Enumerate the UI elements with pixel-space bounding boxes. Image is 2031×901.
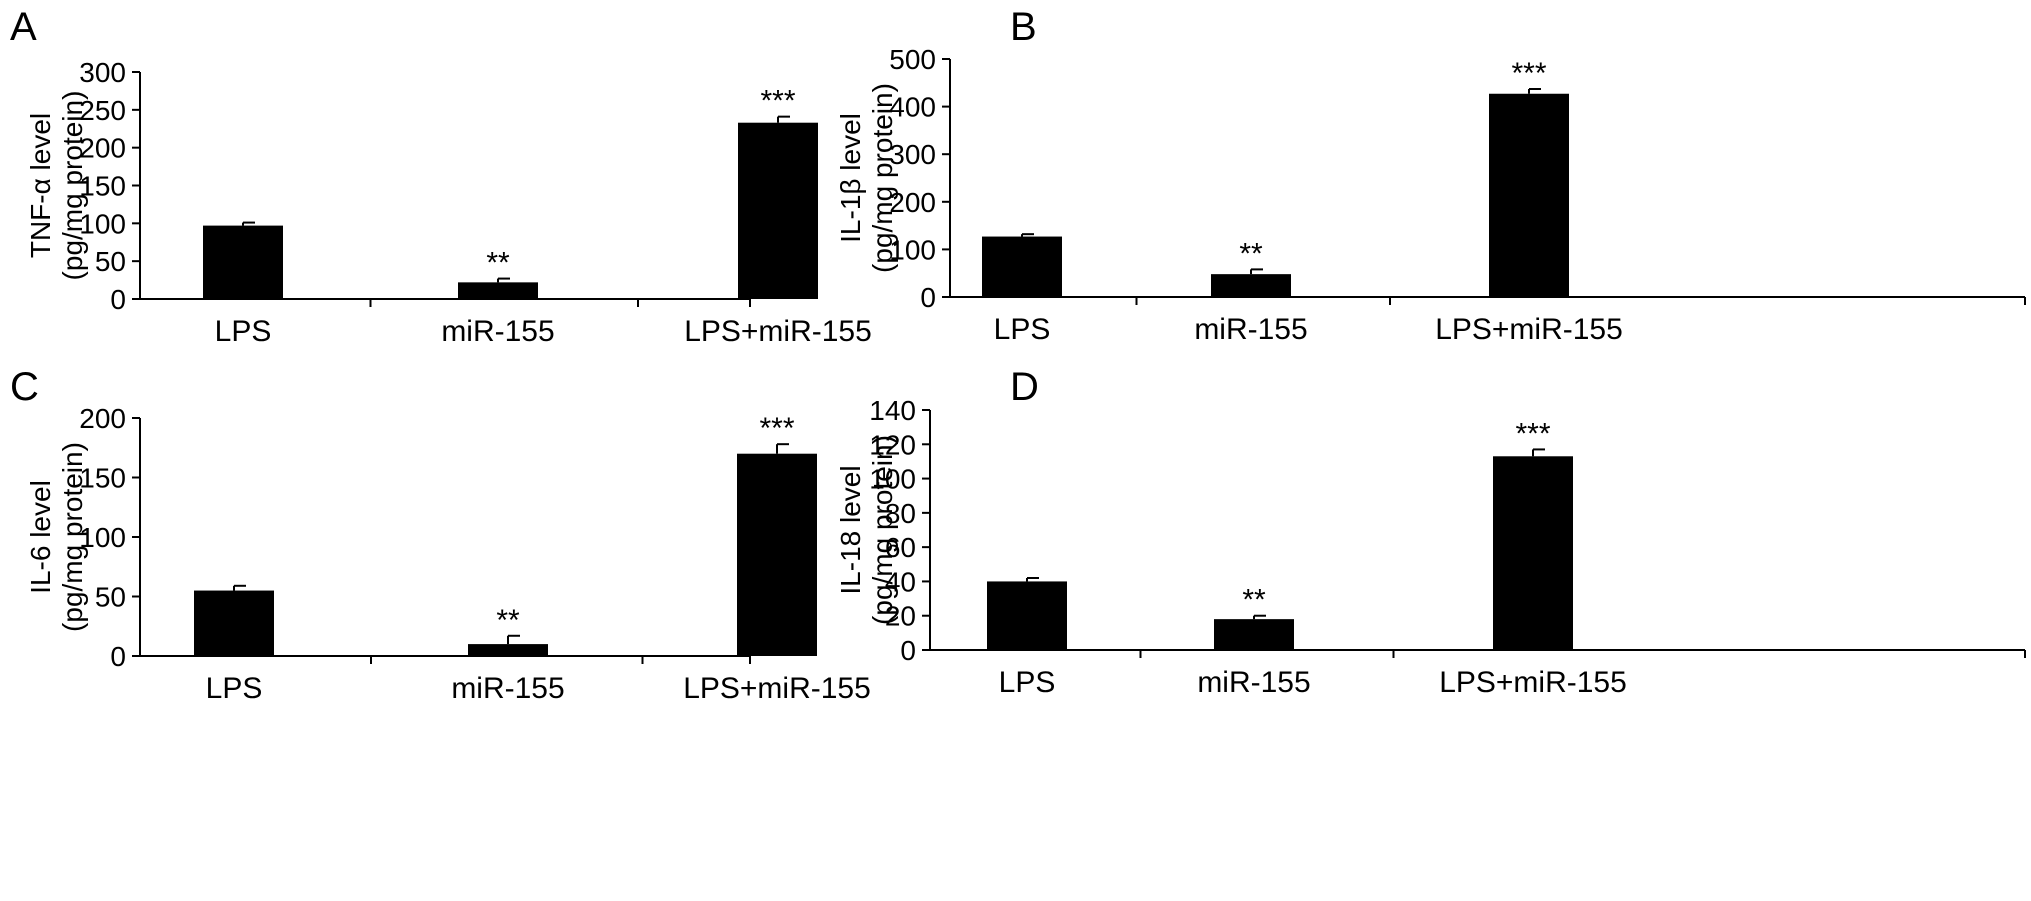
y-axis-label-line: IL-18 level xyxy=(835,465,866,594)
x-tick-label: LPS xyxy=(215,315,272,348)
y-tick-label: 140 xyxy=(869,395,916,426)
x-tick-label: miR-155 xyxy=(451,672,564,705)
y-tick-label: 50 xyxy=(95,582,126,613)
panel-letter: A xyxy=(10,5,37,49)
y-tick-label: 40 xyxy=(885,566,916,597)
bar-lps-mir-155 xyxy=(1493,456,1573,650)
x-tick-label: LPS+miR-155 xyxy=(684,315,872,348)
x-tick-label: LPS+miR-155 xyxy=(1435,313,1623,346)
y-axis-label: IL-18 level(pg/mg protein) xyxy=(835,435,898,625)
y-tick-label: 300 xyxy=(79,57,126,88)
panel-letter: C xyxy=(10,365,39,409)
y-tick-label: 0 xyxy=(110,641,126,672)
y-tick-label: 20 xyxy=(885,601,916,632)
bar-mir-155 xyxy=(1211,274,1291,297)
x-tick-label: LPS+miR-155 xyxy=(683,672,871,705)
y-axis-label-line: IL-1β level xyxy=(835,113,866,243)
y-tick-label: 120 xyxy=(869,429,916,460)
panel-letter: D xyxy=(1010,365,1039,409)
x-tick-label: miR-155 xyxy=(1197,666,1310,699)
bar-lps xyxy=(982,236,1062,297)
y-tick-label: 500 xyxy=(889,44,936,75)
bar-mir-155 xyxy=(458,282,538,299)
x-tick-label: LPS+miR-155 xyxy=(1439,666,1627,699)
x-tick-label: LPS xyxy=(994,313,1051,346)
bar-lps-mir-155 xyxy=(738,122,818,300)
y-axis-label: IL-1β level(pg/mg protein) xyxy=(835,83,898,273)
y-tick-label: 0 xyxy=(920,282,936,313)
y-axis-label-line: (pg/mg protein) xyxy=(57,442,88,632)
y-tick-label: 400 xyxy=(889,92,936,123)
y-tick-label: 60 xyxy=(885,532,916,563)
significance-mark: ** xyxy=(1242,584,1266,617)
y-tick-label: 100 xyxy=(79,208,126,239)
y-tick-label: 150 xyxy=(79,463,126,494)
panel-letter: B xyxy=(1010,5,1037,49)
bar-lps xyxy=(203,225,283,299)
bar-lps-mir-155 xyxy=(737,453,817,656)
significance-mark: *** xyxy=(1515,417,1550,450)
chart-panel-b: B 0 100 200 300 400 500 LPS ** miR-155 *** LPS+miR-… xyxy=(835,5,2026,346)
y-tick-label: 50 xyxy=(95,246,126,277)
significance-mark: *** xyxy=(760,85,795,118)
chart-panel-c: C 0 50 100 150 200 LPS ** miR-155 *** LPS+miR-155 I… xyxy=(10,365,871,705)
y-tick-label: 250 xyxy=(79,95,126,126)
chart-panel-a: A 0 50 100 150 200 250 300 LPS ** miR-155 *** LPS+mi… xyxy=(10,5,872,348)
y-tick-label: 80 xyxy=(885,498,916,529)
y-tick-label: 0 xyxy=(900,635,916,666)
y-tick-label: 200 xyxy=(79,133,126,164)
y-tick-label: 200 xyxy=(889,187,936,218)
y-axis-label-line: (pg/mg protein) xyxy=(867,83,898,273)
significance-mark: ** xyxy=(496,604,520,637)
y-axis-label-line: TNF-α level xyxy=(25,113,56,258)
significance-mark: *** xyxy=(1511,57,1546,90)
x-tick-label: miR-155 xyxy=(441,315,554,348)
y-axis-label: IL-6 level(pg/mg protein) xyxy=(25,442,88,632)
bar-lps-mir-155 xyxy=(1489,93,1569,297)
y-tick-label: 100 xyxy=(79,522,126,553)
y-axis-label-line: IL-6 level xyxy=(25,480,56,594)
y-tick-label: 150 xyxy=(79,171,126,202)
y-axis-label-line: (pg/mg protein) xyxy=(57,91,88,281)
bar-mir-155 xyxy=(468,644,548,656)
x-tick-label: LPS xyxy=(999,666,1056,699)
significance-mark: *** xyxy=(759,412,794,445)
bar-lps xyxy=(194,590,274,656)
significance-mark: ** xyxy=(486,247,510,280)
y-tick-label: 200 xyxy=(79,403,126,434)
y-tick-label: 100 xyxy=(869,464,916,495)
y-axis-label: TNF-α level(pg/mg protein) xyxy=(25,91,88,281)
y-axis-label-line: (pg/mg protein) xyxy=(867,435,898,625)
bar-mir-155 xyxy=(1214,619,1294,650)
bar-lps xyxy=(987,581,1067,650)
y-tick-label: 100 xyxy=(889,234,936,265)
y-tick-label: 300 xyxy=(889,139,936,170)
y-tick-label: 0 xyxy=(110,284,126,315)
x-tick-label: miR-155 xyxy=(1194,313,1307,346)
significance-mark: ** xyxy=(1239,237,1263,270)
x-tick-label: LPS xyxy=(206,672,263,705)
